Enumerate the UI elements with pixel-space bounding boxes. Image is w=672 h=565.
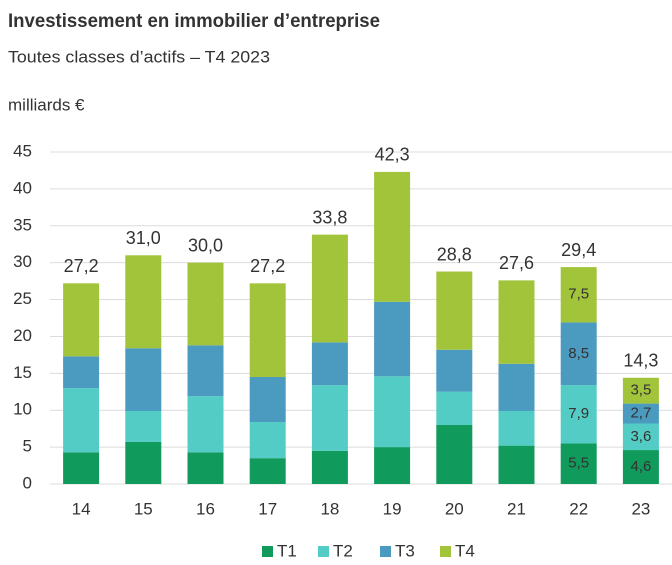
y-tick-label: 35 bbox=[13, 215, 32, 234]
x-tick-label: 14 bbox=[72, 499, 91, 518]
chart-subtitle: Toutes classes d’actifs – T4 2023 bbox=[8, 47, 270, 66]
bar-segment bbox=[125, 410, 162, 442]
legend-label: T1 bbox=[277, 541, 297, 560]
y-axis-label: milliards € bbox=[8, 95, 85, 114]
bar-segment bbox=[63, 283, 100, 357]
y-tick-label: 45 bbox=[13, 141, 32, 160]
y-tick-label: 15 bbox=[13, 363, 32, 382]
bar-segment bbox=[125, 348, 162, 411]
segment-label: 7,5 bbox=[568, 286, 589, 303]
total-label: 31,0 bbox=[126, 228, 161, 248]
y-tick-label: 20 bbox=[13, 326, 32, 345]
bar-segment bbox=[311, 342, 348, 386]
legend-label: T3 bbox=[395, 541, 415, 560]
bar-segment bbox=[498, 410, 535, 446]
bar-segment bbox=[560, 267, 597, 323]
legend-swatch bbox=[318, 546, 329, 557]
bar-segment bbox=[622, 423, 659, 451]
bar-segment bbox=[249, 377, 286, 423]
y-tick-label: 5 bbox=[23, 437, 32, 456]
segment-label: 4,6 bbox=[630, 458, 651, 475]
bar-segment bbox=[125, 441, 162, 484]
total-label: 27,6 bbox=[499, 253, 534, 273]
x-tick-label: 18 bbox=[320, 499, 339, 518]
total-label: 28,8 bbox=[437, 244, 472, 264]
y-tick-label: 10 bbox=[13, 400, 32, 419]
x-tick-label: 21 bbox=[507, 499, 526, 518]
y-tick-label: 25 bbox=[13, 289, 32, 308]
legend-swatch bbox=[440, 546, 451, 557]
bar-segment bbox=[311, 234, 348, 343]
legend-swatch bbox=[380, 546, 391, 557]
bar-segment bbox=[436, 349, 473, 392]
bar-segment bbox=[622, 377, 659, 404]
bar-segment bbox=[63, 356, 100, 389]
bar-segment bbox=[560, 322, 597, 386]
x-tick-label: 15 bbox=[134, 499, 153, 518]
bar-segment bbox=[311, 385, 348, 451]
bar-segment bbox=[498, 445, 535, 484]
bar-segment bbox=[187, 345, 224, 397]
bar-segment bbox=[374, 447, 411, 484]
x-tick-label: 23 bbox=[631, 499, 650, 518]
bar-segment bbox=[125, 255, 162, 349]
legend-swatch bbox=[262, 546, 273, 557]
bar-segment bbox=[249, 422, 286, 459]
y-tick-label: 30 bbox=[13, 252, 32, 271]
bar-segment bbox=[63, 388, 100, 453]
bar-segment bbox=[498, 363, 535, 411]
segment-label: 3,6 bbox=[630, 428, 651, 445]
segment-label: 7,9 bbox=[568, 405, 589, 422]
total-label: 14,3 bbox=[623, 351, 658, 371]
bar-segment bbox=[560, 443, 597, 484]
bar-segment bbox=[436, 424, 473, 484]
bar-segment bbox=[498, 280, 535, 364]
bar-segment bbox=[560, 385, 597, 444]
chart-title: Investissement en immobilier d’entrepris… bbox=[8, 11, 380, 32]
bar-segment bbox=[249, 283, 286, 378]
total-label: 33,8 bbox=[312, 207, 347, 227]
bar-segment bbox=[374, 376, 411, 448]
x-tick-label: 19 bbox=[383, 499, 402, 518]
bar-segment bbox=[187, 452, 224, 484]
y-tick-label: 40 bbox=[13, 178, 32, 197]
total-label: 29,4 bbox=[561, 240, 596, 260]
bar-segment bbox=[436, 271, 473, 350]
bar-segment bbox=[187, 262, 224, 346]
x-tick-label: 20 bbox=[445, 499, 464, 518]
bar-segment bbox=[311, 450, 348, 484]
x-tick-label: 17 bbox=[258, 499, 277, 518]
bar-segment bbox=[622, 450, 659, 484]
y-tick-label: 0 bbox=[23, 473, 32, 492]
bar-segment bbox=[187, 396, 224, 453]
total-label: 27,2 bbox=[250, 256, 285, 276]
bar-segment bbox=[374, 301, 411, 377]
bar-segment bbox=[436, 391, 473, 425]
segment-label: 2,7 bbox=[630, 405, 651, 422]
total-label: 42,3 bbox=[375, 145, 410, 165]
bar-segment bbox=[622, 403, 659, 424]
total-label: 30,0 bbox=[188, 235, 223, 255]
x-tick-label: 16 bbox=[196, 499, 215, 518]
segment-label: 5,5 bbox=[568, 455, 589, 472]
bar-segment bbox=[374, 171, 411, 302]
legend-label: T4 bbox=[455, 541, 475, 560]
total-label: 27,2 bbox=[64, 256, 99, 276]
legend-label: T2 bbox=[333, 541, 353, 560]
segment-label: 8,5 bbox=[568, 345, 589, 362]
bar-segment bbox=[249, 458, 286, 484]
x-tick-label: 22 bbox=[569, 499, 588, 518]
segment-label: 3,5 bbox=[630, 382, 651, 399]
bar-segment bbox=[63, 452, 100, 484]
